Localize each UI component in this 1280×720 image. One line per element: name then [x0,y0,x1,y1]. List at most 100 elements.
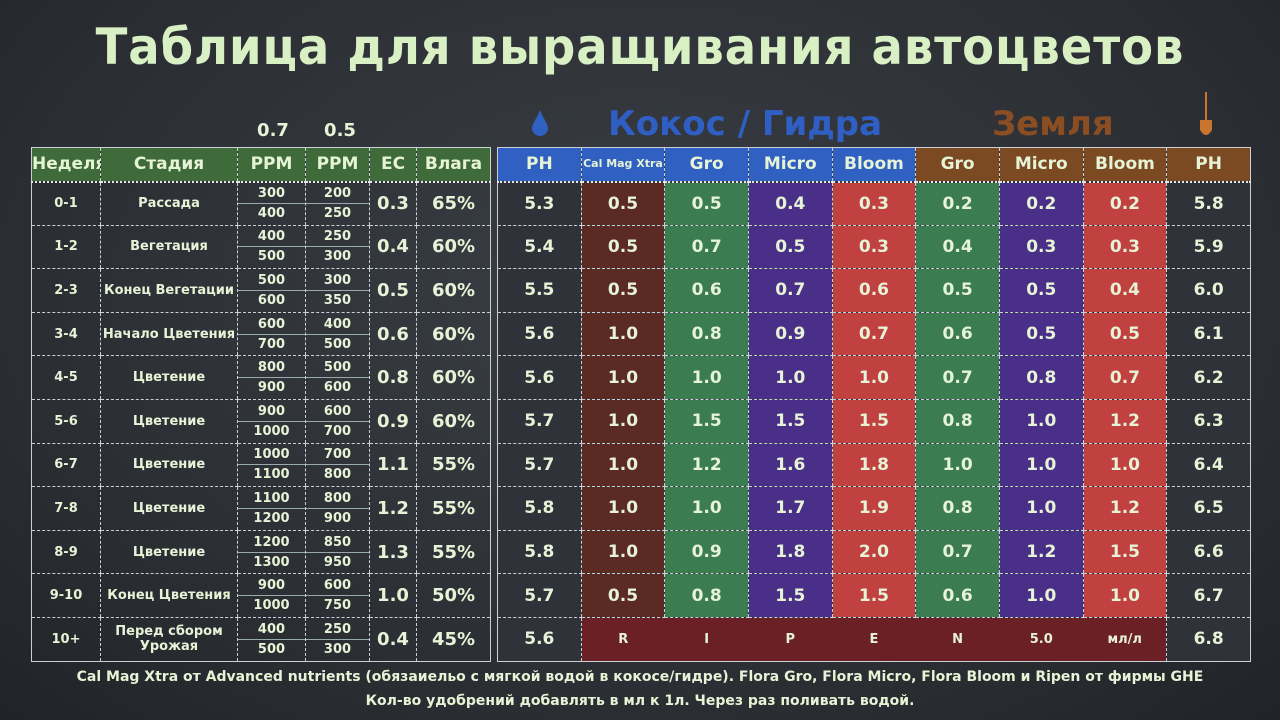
hydro-cell: 1.6 [747,443,833,488]
column-header: PH [1166,147,1251,183]
table-row: 4-5 Цветение 800 900 500 600 0.8 60% [31,355,491,400]
table-row: 0-1 Рассада 300 400 200 250 0.3 65% [31,181,491,226]
ripen-cell: E [832,617,916,662]
column-header: Gro [664,147,749,183]
hydro-cell: 1.8 [747,530,833,575]
stage-cell: Вегетация [100,225,238,270]
week-cell: 1-2 [31,225,101,270]
soil-cell: 0.4 [1082,268,1167,313]
stage-cell: Конец Цветения [100,573,238,618]
soil-cell: 1.2 [1082,486,1167,531]
column-header: Bloom [1082,147,1167,183]
table-row: 5-6 Цветение 900 1000 600 700 0.9 60% [31,399,491,444]
week-cell: 3-4 [31,312,101,357]
ppm-min: 1100 [238,489,305,509]
stage-cell: Перед сбором Урожая [100,617,238,662]
table-row: 1-2 Вегетация 400 500 250 300 0.4 60% [31,225,491,270]
ppm-max: 700 [257,336,286,352]
hydro-cell: 0.5 [580,225,665,270]
soil-cell: 6.5 [1166,486,1251,531]
hydro-cell: 5.8 [497,530,582,575]
soil-cell: 6.7 [1166,573,1251,618]
ec-cell: 0.4 [369,225,417,270]
column-header: Micro [998,147,1084,183]
stage-cell: Конец Вегетации [100,268,238,313]
ec-cell: 0.9 [369,399,417,444]
ppm-cell: 600 750 [305,573,370,618]
column-header: Bloom [831,147,916,183]
hydro-cell: 1.0 [831,355,916,400]
ppm-min: 500 [306,358,369,379]
soil-cell: 0.7 [915,355,1000,400]
humidity-cell: 60% [416,225,491,270]
soil-cell: 6.4 [1166,443,1251,488]
hydro-cell: 1.0 [580,355,665,400]
hydro-cell: 1.5 [831,399,916,444]
hydro-cell: 0.8 [664,312,749,357]
column-header: Gro [915,147,1000,183]
ppm-cell: 600 700 [305,399,370,444]
soil-cell: 0.2 [998,181,1084,226]
ppm-min: 900 [238,576,305,597]
ppm-min: 700 [306,445,369,466]
table-row: 5.6 1.0 0.8 0.9 0.7 0.6 0.5 0.5 6.1 [497,312,1251,357]
ppm-min: 600 [306,402,369,422]
week-cell: 7-8 [31,486,101,531]
ppm-cell: 850 950 [305,530,370,575]
hydro-cell: 2.0 [831,530,916,575]
ec-cell: 0.6 [369,312,417,357]
hydro-cell: 1.0 [664,355,749,400]
soil-cell: 1.0 [998,443,1084,488]
hydro-cell: 1.5 [747,399,833,444]
hydro-cell: 0.9 [664,530,749,575]
humidity-cell: 60% [416,312,491,357]
ppm-max: 900 [257,380,286,396]
ec-cell: 0.5 [369,268,417,313]
ppm-min: 300 [238,184,305,205]
table-row: 10+ Перед сбором Урожая 400 500 250 300 0.4 45% [31,617,491,662]
ripen-cell: N [915,617,1000,662]
hydro-cell: 0.9 [747,312,833,357]
soil-cell: 0.7 [915,530,1000,575]
ppm-cell: 900 1000 [237,573,306,618]
ppm-cell: 500 600 [305,355,370,400]
ppm-cell: 500 600 [237,268,306,313]
soil-cell: 6.1 [1166,312,1251,357]
ppm-max: 300 [323,249,352,265]
soil-cell: 5.8 [1166,181,1251,226]
ppm-max: 400 [257,206,286,222]
ppm-max: 1000 [253,598,290,614]
ppm-max: 500 [323,336,352,352]
humidity-cell: 55% [416,530,491,575]
hydro-cell: 1.8 [831,443,916,488]
column-header: EC [369,147,417,183]
stage-cell: Цветение [100,530,238,575]
left-table: Неделя Стадия PPM PPM EC Влага 0-1 Рассада 300 40… [31,147,491,662]
ppm-min: 1200 [238,533,305,553]
soil-cell: 0.2 [1082,181,1167,226]
week-cell: 5-6 [31,399,101,444]
ppm-max: 500 [257,641,286,657]
ppm-max: 500 [257,249,286,265]
hydro-cell: 0.5 [747,225,833,270]
hydro-cell: 0.4 [747,181,833,226]
ppm-min: 200 [306,184,369,205]
stage-cell: Рассада [100,181,238,226]
soil-cell: 1.5 [1082,530,1167,575]
ppm-cell: 300 400 [237,181,306,226]
humidity-cell: 60% [416,268,491,313]
hydro-cell: 1.5 [831,573,916,618]
ec-cell: 0.8 [369,355,417,400]
ppm-min: 800 [306,489,369,509]
table-row: 5.6 1.0 1.0 1.0 1.0 0.7 0.8 0.7 6.2 [497,355,1251,400]
hydro-cell: 5.4 [497,225,582,270]
ec-cell: 0.3 [369,181,417,226]
hydro-cell: 1.2 [664,443,749,488]
humidity-cell: 50% [416,573,491,618]
soil-cell: 0.5 [998,312,1084,357]
table-row: 5.7 1.0 1.2 1.6 1.8 1.0 1.0 1.0 6.4 [497,443,1251,488]
table-row: 5.7 1.0 1.5 1.5 1.5 0.8 1.0 1.2 6.3 [497,399,1251,444]
humidity-cell: 65% [416,181,491,226]
column-header: Micro [747,147,833,183]
ppm-cell: 1100 1200 [237,486,306,531]
